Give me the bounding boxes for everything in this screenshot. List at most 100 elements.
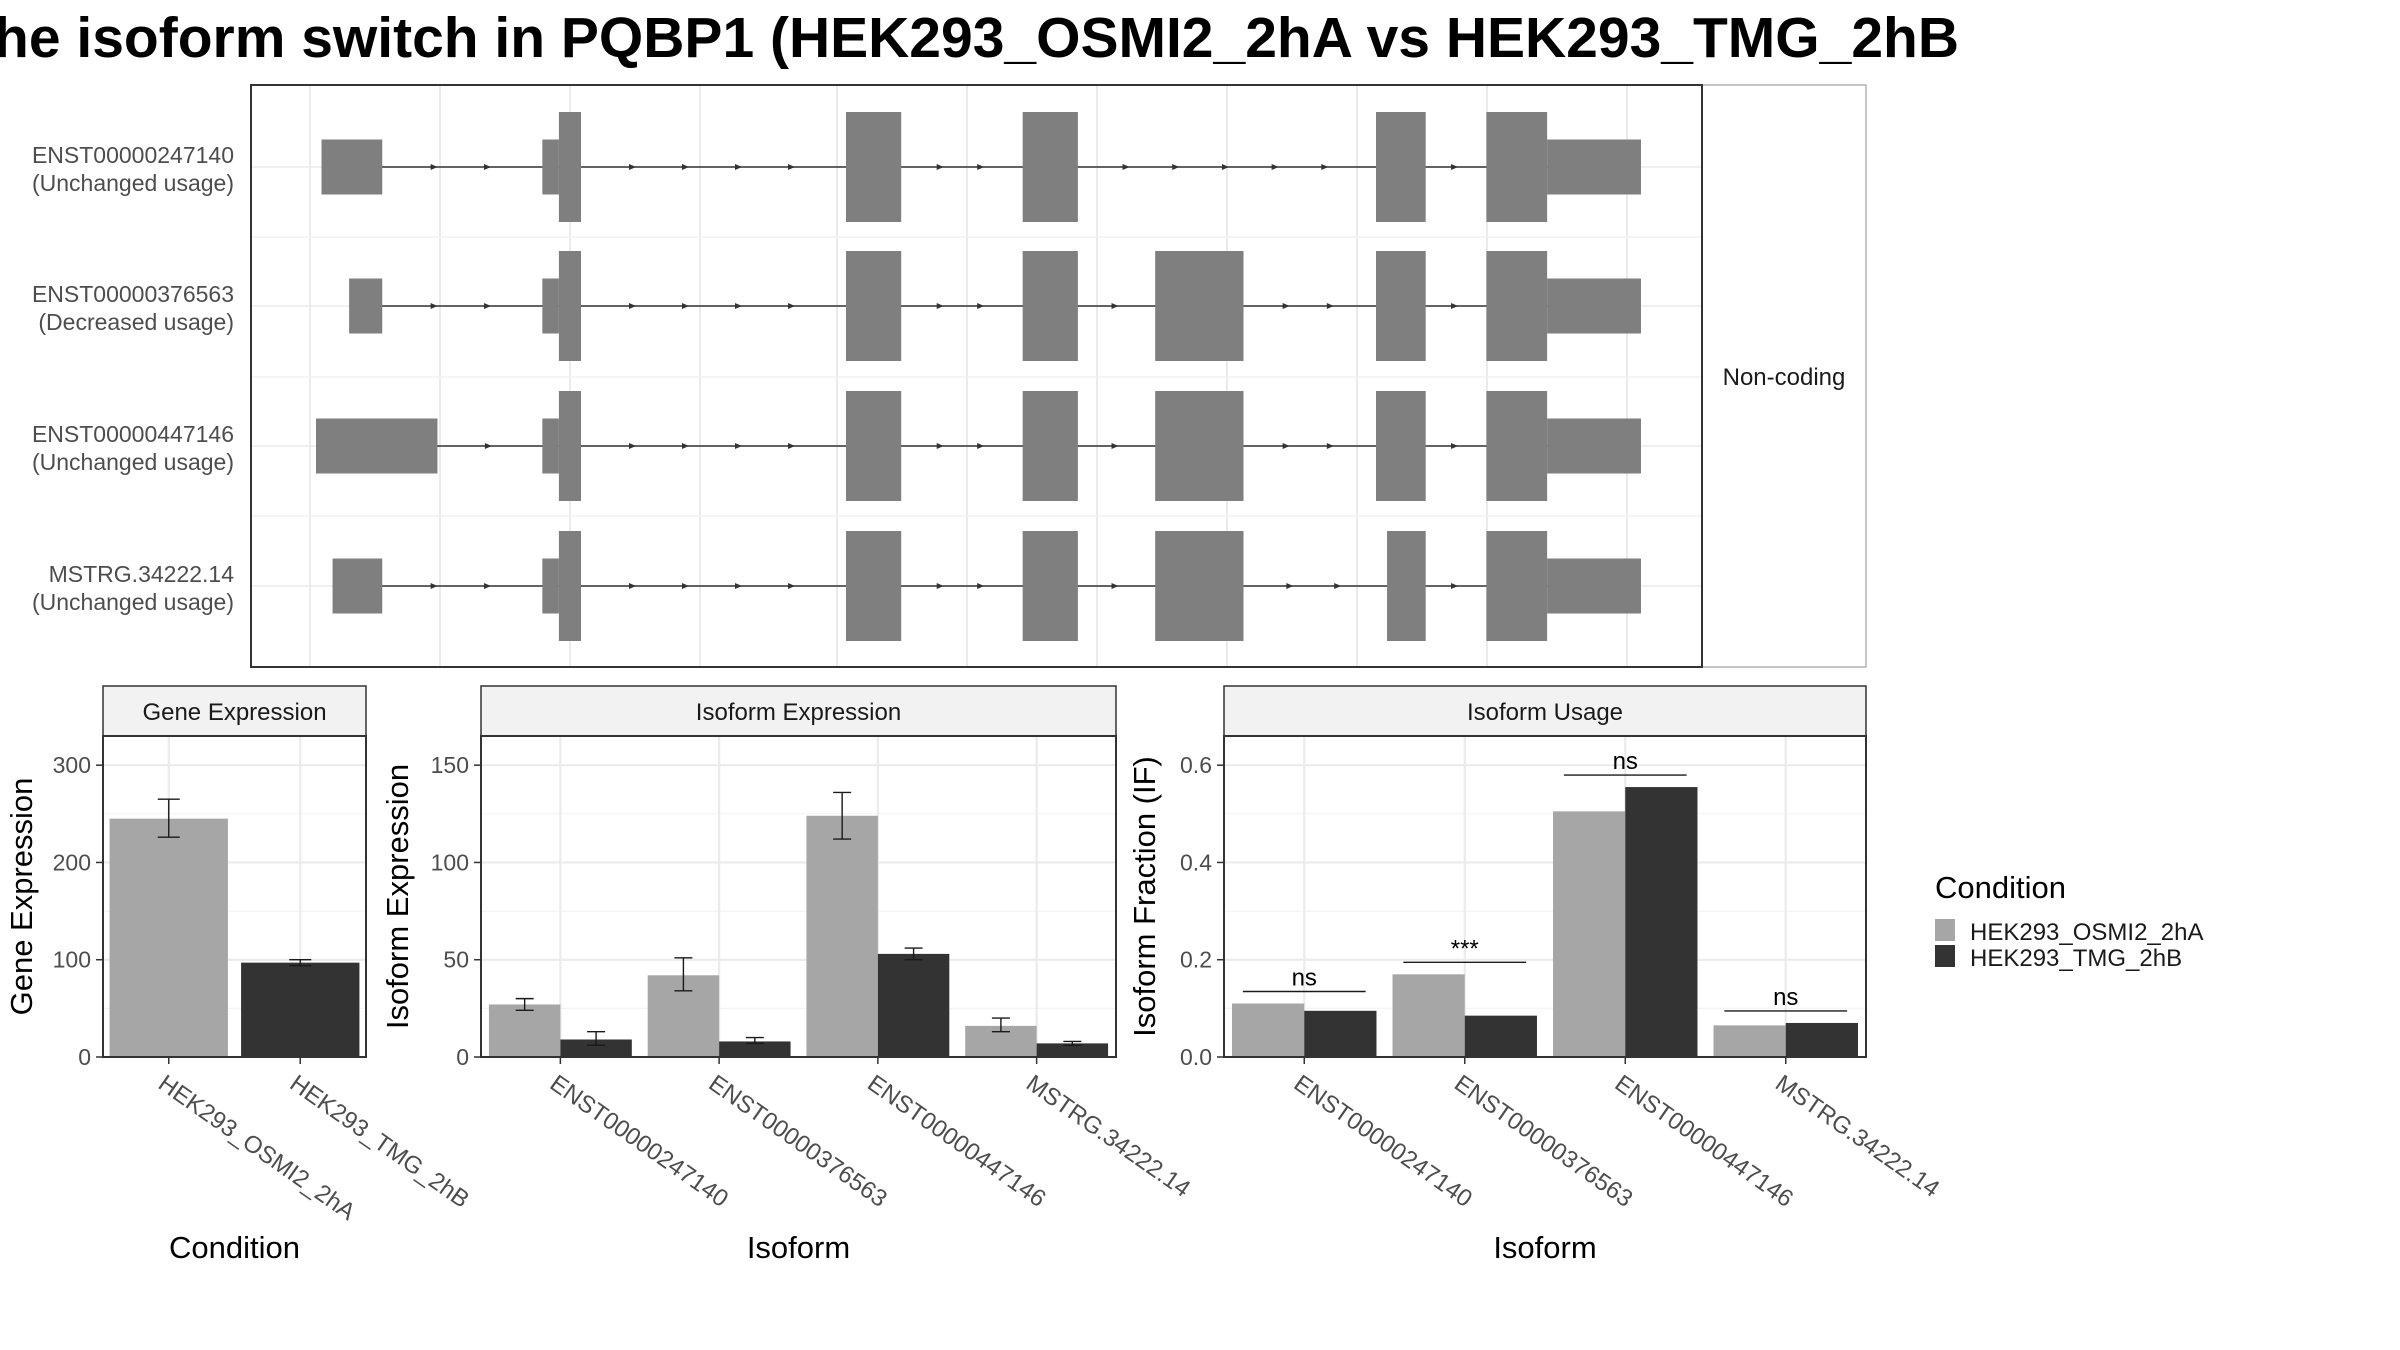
intron-direction-arrow (629, 303, 636, 309)
intron-direction-arrow (1326, 303, 1334, 309)
y-tick-label: 150 (431, 752, 469, 778)
exon-utr (1547, 558, 1641, 614)
structure-panel-border (250, 84, 1703, 668)
panel-strip-box (1223, 685, 1867, 737)
legend-label-cond-b: HEK293_TMG_2hB (1970, 945, 2182, 972)
intron-direction-arrow (682, 164, 689, 170)
panel-strip-box (480, 685, 1117, 737)
panel-border (1223, 735, 1867, 1058)
intron-direction-arrow (484, 443, 492, 449)
intron-direction-arrow (1334, 583, 1342, 589)
intron-direction-arrow (1271, 164, 1279, 170)
bar (1304, 1010, 1377, 1057)
isoform-track-usage: (Unchanged usage) (32, 589, 234, 615)
legend-key-cond-b (1935, 945, 1955, 967)
isoform-usage-panel: Isoform Usagens***nsns0.00.20.40.6ENST00… (1127, 685, 1944, 1265)
intron-direction-arrow (1326, 443, 1334, 449)
intron-direction-arrow (977, 303, 985, 309)
y-tick-label: 300 (53, 752, 91, 778)
isoform-track-usage: (Unchanged usage) (32, 170, 234, 196)
exon-coding (1376, 391, 1426, 501)
intron-direction-arrow (936, 303, 944, 309)
y-tick-label: 0 (456, 1044, 469, 1070)
bar (109, 818, 228, 1057)
intron-direction-arrow (682, 303, 689, 309)
bar (1232, 1003, 1305, 1057)
bar (241, 962, 360, 1057)
intron-direction-arrow (1451, 303, 1459, 309)
y-tick-label: 0.0 (1180, 1044, 1212, 1070)
significance-label: ns (1773, 984, 1798, 1011)
panel-border (480, 735, 1117, 1058)
exon-coding (1022, 531, 1078, 641)
intron-direction-arrow (1282, 303, 1290, 309)
chart-title: he isoform switch in PQBP1 (HEK293_OSMI2… (0, 6, 1959, 70)
error-bar (991, 1017, 1010, 1033)
bar (1625, 787, 1698, 1057)
intron-direction-arrow (936, 583, 944, 589)
error-bar (674, 957, 693, 992)
exon-utr (332, 558, 383, 614)
exon-utr (1547, 278, 1641, 334)
exon-utr (542, 278, 559, 334)
intron-direction-arrow (483, 583, 491, 589)
structure-strip-box (1701, 84, 1867, 668)
exon-coding (1376, 251, 1426, 361)
legend-title: Condition (1935, 870, 2066, 905)
bar (560, 1039, 632, 1057)
bar (1036, 1043, 1109, 1057)
intron-direction-arrow (1451, 583, 1459, 589)
exon-coding (846, 112, 902, 222)
intron-direction-arrow (735, 164, 742, 170)
intron-direction-arrow (936, 443, 944, 449)
error-bar (904, 947, 923, 961)
intron-direction-arrow (977, 583, 985, 589)
panel-strip-box (102, 685, 367, 737)
intron-direction-arrow (430, 303, 438, 309)
x-axis-title: Condition (169, 1230, 300, 1265)
exon-coding (1022, 251, 1078, 361)
isoform-track-id: ENST00000447146 (32, 421, 234, 447)
intron-direction-arrow (1451, 164, 1459, 170)
intron-direction-arrow (1172, 164, 1180, 170)
error-bar (157, 798, 180, 838)
exon-utr (542, 139, 559, 195)
exon-coding (846, 251, 902, 361)
intron-direction-arrow (735, 443, 742, 449)
intron-direction-arrow (483, 164, 491, 170)
intron-direction-arrow (735, 303, 742, 309)
intron-direction-arrow (629, 583, 636, 589)
y-tick-label: 100 (431, 849, 469, 875)
intron-direction-arrow (629, 443, 636, 449)
legend-label-cond-a: HEK293_OSMI2_2hA (1970, 919, 2203, 946)
exon-coding (1022, 391, 1078, 501)
significance-label: ns (1613, 748, 1638, 775)
bar (1553, 811, 1626, 1057)
exon-utr (542, 558, 559, 614)
x-axis-title: Isoform (747, 1230, 850, 1265)
error-bar (289, 959, 312, 967)
x-tick-label: MSTRG.34222.14 (1770, 1070, 1944, 1203)
intron-direction-arrow (682, 583, 689, 589)
bar (877, 953, 950, 1057)
error-bar (515, 997, 534, 1012)
exon-coding (558, 251, 581, 361)
exon-utr (349, 278, 383, 334)
bar (1464, 1015, 1537, 1057)
exon-utr (542, 418, 559, 474)
intron-direction-arrow (1221, 164, 1229, 170)
legend: Condition HEK293_OSMI2_2hA HEK293_TMG_2h… (1935, 870, 2203, 972)
y-tick-label: 0.6 (1180, 752, 1212, 778)
bar (1392, 974, 1465, 1057)
exon-utr (1547, 418, 1641, 474)
bar (488, 1004, 561, 1057)
intron-direction-arrow (788, 164, 795, 170)
exon-coding (1376, 112, 1426, 222)
error-bar (745, 1036, 764, 1045)
y-tick-label: 50 (443, 947, 469, 973)
exon-utr (316, 418, 438, 474)
intron-direction-arrow (1286, 583, 1294, 589)
intron-direction-arrow (430, 164, 438, 170)
